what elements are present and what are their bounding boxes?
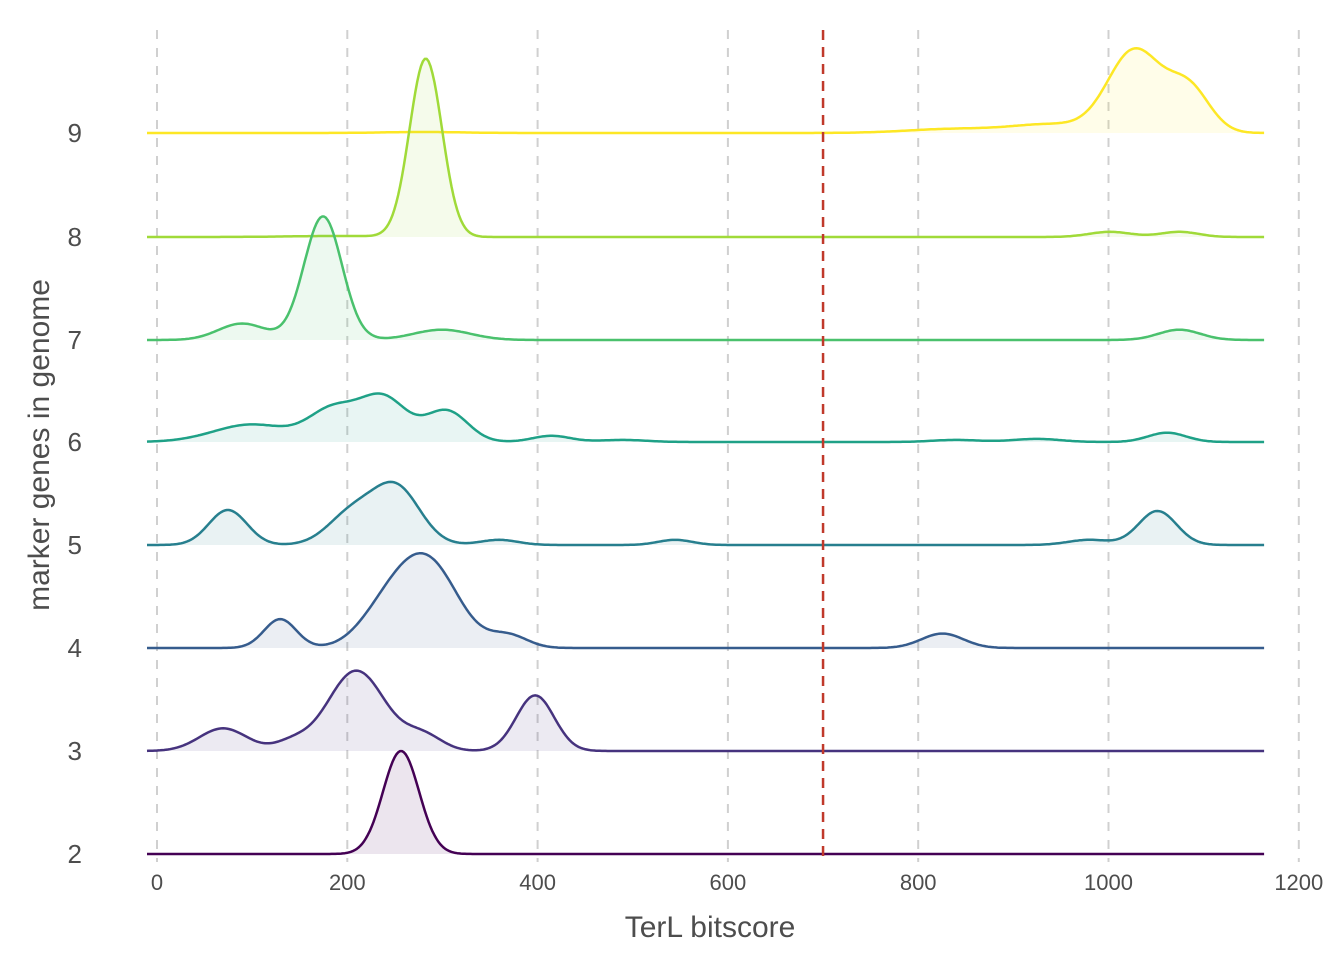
ridge-3 — [146, 669, 1265, 753]
ridge-line-3 — [146, 669, 1265, 753]
x-tick-label: 600 — [710, 870, 747, 895]
x-tick-label: 1200 — [1274, 870, 1323, 895]
ridge-line-8 — [147, 57, 1265, 239]
ridge-line-2 — [147, 749, 1265, 856]
ridge-line-7 — [147, 215, 1265, 342]
ridge-2 — [147, 749, 1265, 856]
y-tick-label: 4 — [68, 633, 82, 663]
y-tick-label: 3 — [68, 736, 82, 766]
ridge-5 — [147, 480, 1265, 547]
ridge-fill-8 — [147, 58, 1265, 238]
y-tick-label: 5 — [68, 530, 82, 560]
x-tick-label: 0 — [151, 870, 163, 895]
x-axis-title: TerL bitscore — [625, 911, 796, 944]
ridge-7 — [147, 215, 1265, 342]
y-axis-title: marker genes in genome — [23, 279, 56, 611]
ridge-9 — [147, 47, 1265, 135]
ridge-6 — [146, 392, 1265, 444]
ridge-fill-3 — [147, 670, 1265, 751]
ridge-fill-2 — [147, 751, 1265, 854]
x-axis-ticks: 0 200 400 600 800 1000 1200 — [151, 870, 1323, 895]
grid-lines — [156, 30, 1300, 862]
y-tick-label: 2 — [68, 839, 82, 869]
x-tick-label: 200 — [329, 870, 366, 895]
ridge-fill-6 — [147, 393, 1265, 442]
y-tick-label: 6 — [68, 427, 82, 457]
x-tick-label: 400 — [519, 870, 556, 895]
ridge-line-6 — [146, 392, 1265, 444]
x-tick-label: 800 — [900, 870, 937, 895]
ridges — [146, 47, 1265, 856]
ridge-fill-5 — [147, 481, 1265, 545]
ridge-fill-9 — [147, 48, 1265, 133]
ridge-line-4 — [147, 551, 1265, 650]
ridge-line-9 — [147, 47, 1265, 135]
y-axis-ticks: 2 3 4 5 6 7 8 9 — [68, 118, 82, 869]
y-tick-label: 7 — [68, 325, 82, 355]
ridge-line-5 — [147, 480, 1265, 547]
x-tick-label: 1000 — [1084, 870, 1133, 895]
y-tick-label: 9 — [68, 118, 82, 148]
y-tick-label: 8 — [68, 222, 82, 252]
ridge-8 — [147, 57, 1265, 239]
ridge-fill-4 — [147, 553, 1265, 648]
ridge-4 — [147, 551, 1265, 650]
